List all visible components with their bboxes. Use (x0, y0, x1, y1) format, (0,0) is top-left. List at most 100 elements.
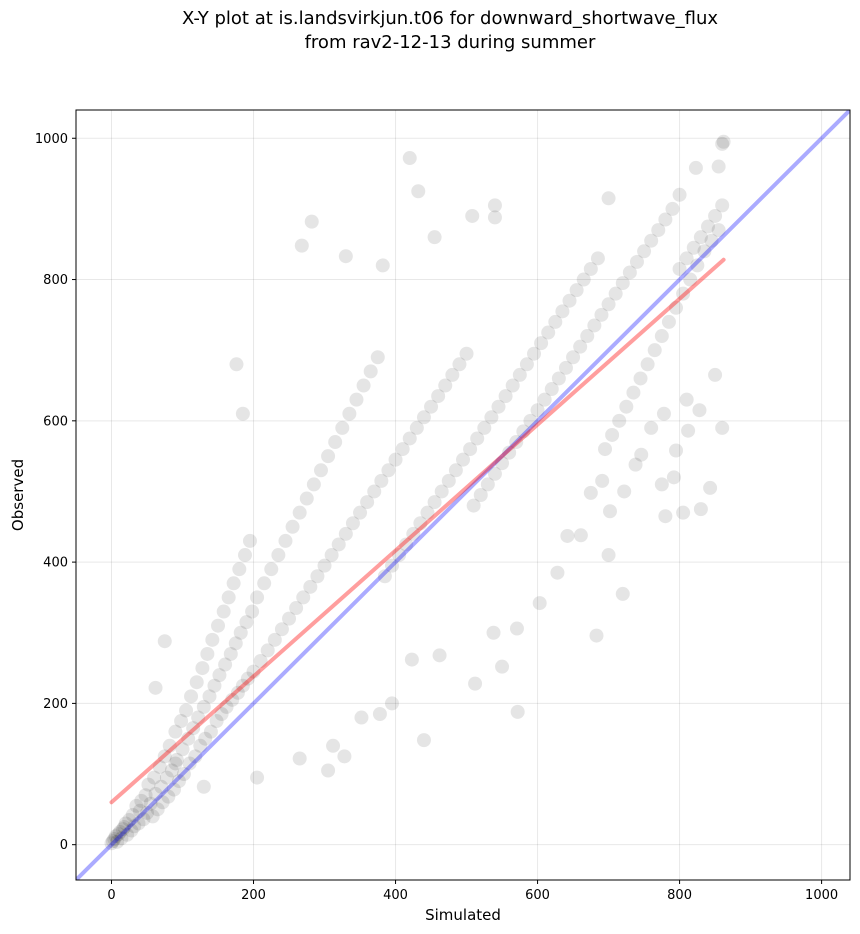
data-point (434, 484, 449, 499)
data-point (537, 392, 552, 407)
data-point (367, 484, 382, 499)
data-point (321, 763, 336, 778)
data-point (427, 230, 442, 245)
data-point (105, 834, 120, 849)
data-point (155, 795, 170, 810)
data-point (601, 191, 616, 206)
data-point (495, 456, 510, 471)
data-point (480, 477, 495, 492)
data-point (688, 160, 703, 175)
data-point (216, 604, 231, 619)
reference-lines (76, 110, 850, 880)
data-point (136, 812, 151, 827)
data-point (395, 442, 410, 457)
data-point (602, 504, 617, 519)
data-point (193, 738, 208, 753)
data-point (676, 286, 691, 301)
data-point (644, 420, 659, 435)
data-point (162, 738, 177, 753)
data-point (209, 714, 224, 729)
data-point (226, 576, 241, 591)
data-point (253, 654, 268, 669)
data-point (420, 505, 435, 520)
data-point (228, 636, 243, 651)
data-point (124, 823, 139, 838)
data-point (260, 643, 275, 658)
data-point (267, 632, 282, 647)
data-point (669, 443, 684, 458)
data-point (356, 378, 371, 393)
data-point (456, 452, 470, 467)
data-point (672, 187, 687, 202)
data-point (647, 343, 662, 358)
data-point (202, 689, 217, 704)
data-point (605, 427, 620, 442)
data-point (392, 548, 407, 563)
y-tick-label: 400 (43, 556, 68, 571)
data-point (232, 562, 247, 577)
data-point (240, 671, 255, 686)
data-point (716, 134, 731, 149)
data-point (196, 699, 211, 714)
data-point (384, 696, 399, 711)
data-point (113, 824, 128, 839)
data-point (374, 473, 389, 488)
data-point (289, 601, 304, 616)
data-point (484, 410, 499, 425)
data-point (715, 136, 730, 151)
data-point (225, 692, 240, 707)
data-point (238, 548, 253, 563)
data-point (264, 562, 279, 577)
data-point (211, 618, 226, 633)
data-point (207, 678, 222, 693)
data-point (516, 424, 531, 439)
data-point (111, 827, 126, 842)
data-point (626, 385, 641, 400)
data-point (498, 389, 513, 404)
data-point (560, 528, 575, 543)
data-point (120, 827, 135, 842)
data-point (147, 770, 162, 785)
data-point (108, 829, 123, 844)
data-point (595, 473, 610, 488)
data-point (317, 558, 332, 573)
data-point (186, 721, 201, 736)
data-point (205, 632, 220, 647)
data-point (141, 777, 156, 792)
data-point (182, 756, 197, 771)
data-point (181, 731, 196, 746)
data-point (470, 431, 485, 446)
data-point (118, 816, 133, 831)
data-point (377, 569, 392, 584)
x-tick-label: 1000 (805, 888, 838, 903)
data-point (665, 201, 680, 216)
data-point (708, 367, 723, 382)
data-point (245, 604, 260, 619)
fit-line (109, 257, 726, 805)
data-point (661, 314, 676, 329)
data-point (445, 367, 460, 382)
data-point (271, 548, 286, 563)
data-point (214, 706, 229, 721)
data-point (413, 516, 428, 531)
x-tick-label: 0 (107, 888, 115, 903)
data-point (335, 420, 350, 435)
data-point (370, 350, 385, 365)
data-point (114, 831, 129, 846)
data-point (292, 751, 307, 766)
data-point (157, 749, 172, 764)
data-point (679, 392, 694, 407)
chart-subtitle: from rav2-12-13 during summer (305, 32, 596, 53)
data-point (345, 516, 360, 531)
data-point (239, 615, 254, 630)
data-point (303, 579, 318, 594)
y-axis-label: Observed (9, 459, 27, 531)
data-point (285, 519, 300, 534)
data-point (644, 233, 659, 248)
data-point (168, 756, 183, 771)
data-point (573, 528, 588, 543)
data-point (388, 452, 403, 467)
data-point (550, 565, 565, 580)
data-point (495, 659, 510, 674)
data-point (438, 378, 453, 393)
